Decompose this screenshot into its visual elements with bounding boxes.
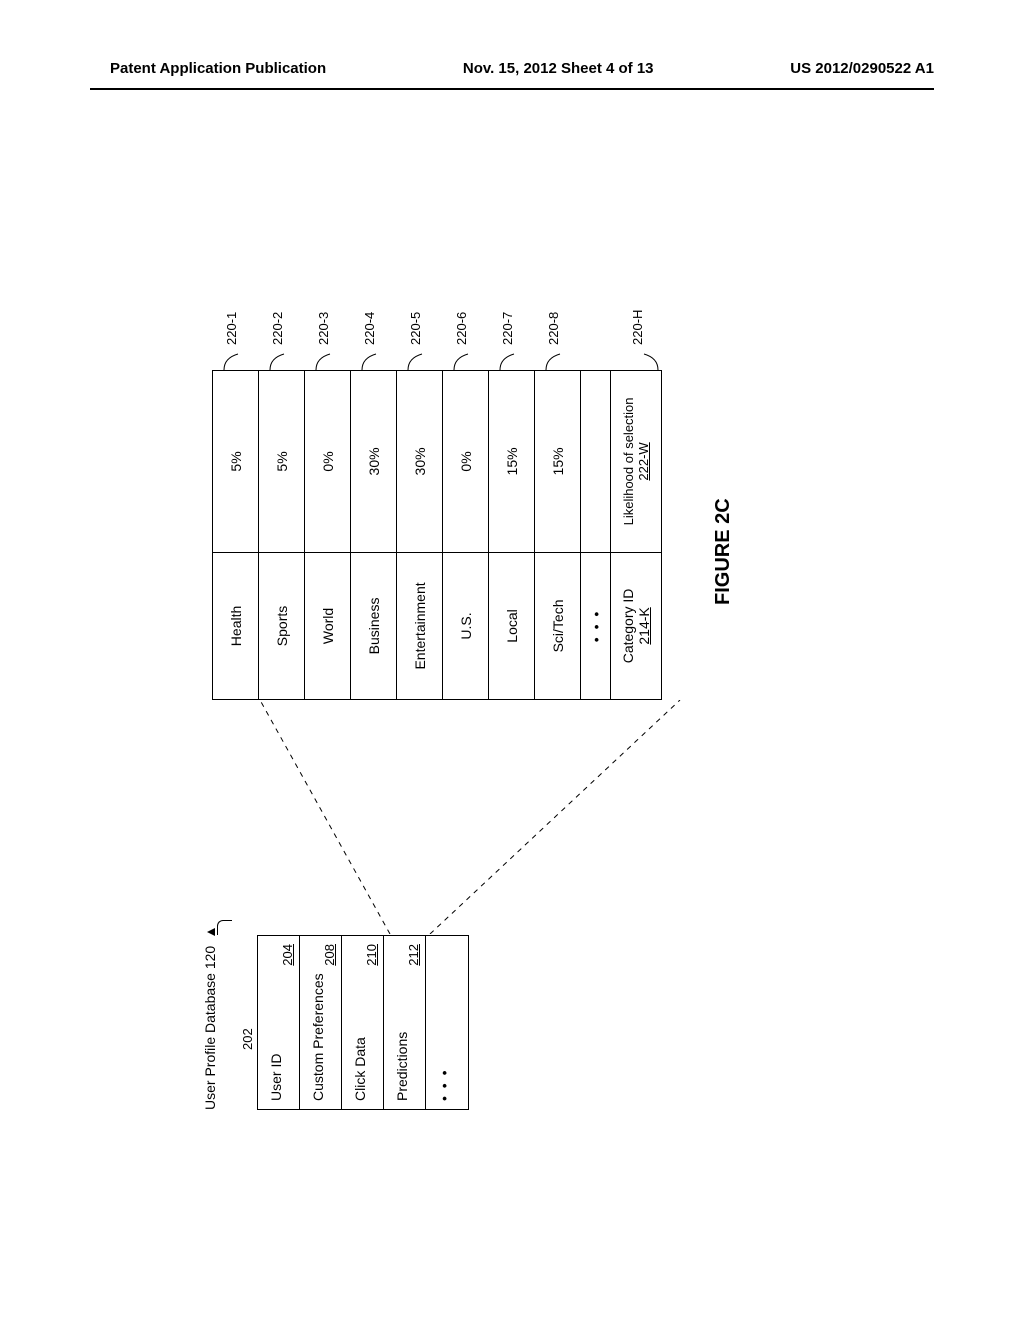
val-cell	[581, 371, 610, 552]
table-row: World0%	[305, 371, 351, 699]
db-title: User Profile Database 120	[202, 946, 218, 1110]
cat-header-label: Category ID	[620, 589, 636, 664]
table-row: Business30%	[351, 371, 397, 699]
left-row-userid: User ID 204	[258, 936, 300, 1109]
table-row: Sports5%	[259, 371, 305, 699]
figure-caption: FIGURE 2C	[712, 498, 735, 605]
row-tag: 220-H	[630, 310, 645, 345]
cat-cell: U.S.	[443, 552, 488, 699]
tick-icon	[314, 348, 326, 370]
cat-header-ref: 214-K	[636, 607, 652, 644]
table-row: Local15%	[489, 371, 535, 699]
tick-icon	[268, 348, 280, 370]
left-label: User ID	[268, 1054, 284, 1101]
left-label: Click Data	[352, 1037, 368, 1101]
val-cell: 0%	[305, 371, 350, 552]
tick-icon	[406, 348, 418, 370]
val-header: Likelihood of selection 222-W	[611, 371, 661, 552]
cat-cell: Entertainment	[397, 552, 442, 699]
dashed-connectors	[260, 700, 690, 934]
tick-icon	[642, 348, 654, 370]
figure-2c: User Profile Database 120 202 User ID 20…	[202, 210, 822, 1110]
val-cell: 15%	[489, 371, 534, 552]
header-center: Nov. 15, 2012 Sheet 4 of 13	[463, 60, 654, 77]
left-box: User ID 204 Custom Preferences 208 Click…	[257, 935, 469, 1110]
table-row: • • •	[581, 371, 611, 699]
ref-num: 208	[322, 944, 337, 966]
header-right: US 2012/0290522 A1	[790, 60, 934, 77]
row-tag: 220-5	[408, 312, 423, 345]
tick-icon	[452, 348, 464, 370]
brace-icon	[207, 913, 229, 935]
left-label: Custom Preferences	[310, 973, 326, 1101]
row-tag: 220-3	[316, 312, 331, 345]
row-tag: 220-7	[500, 312, 515, 345]
cat-cell: Sports	[259, 552, 304, 699]
left-row-click: Click Data 210	[342, 936, 384, 1109]
row-tag: 220-2	[270, 312, 285, 345]
cat-cell: Business	[351, 552, 396, 699]
row-tag: 220-6	[454, 312, 469, 345]
val-cell: 30%	[397, 371, 442, 552]
ref-num: 210	[364, 944, 379, 966]
left-label: • • •	[436, 1069, 452, 1101]
ref-num: 212	[406, 944, 421, 966]
tick-icon	[544, 348, 556, 370]
page-header: Patent Application Publication Nov. 15, …	[0, 60, 1024, 77]
val-header-label: Likelihood of selection	[621, 397, 636, 525]
val-cell: 5%	[213, 371, 258, 552]
cat-cell: • • •	[581, 552, 610, 699]
cat-header: Category ID 214-K	[611, 552, 661, 699]
table-row: Entertainment30%	[397, 371, 443, 699]
table-row: U.S.0%	[443, 371, 489, 699]
right-box: Health5% Sports5% World0% Business30% En…	[212, 370, 662, 700]
row-tag: 220-1	[224, 312, 239, 345]
table-row-header: Category ID 214-K Likelihood of selectio…	[611, 371, 661, 699]
tick-icon	[498, 348, 510, 370]
table-row: Health5%	[213, 371, 259, 699]
ref-num: 204	[280, 944, 295, 966]
left-label: Predictions	[394, 1032, 410, 1101]
left-row-predictions: Predictions 212	[384, 936, 426, 1109]
table-row: Sci/Tech15%	[535, 371, 581, 699]
cat-cell: Health	[213, 552, 258, 699]
val-cell: 5%	[259, 371, 304, 552]
row-tag: 220-4	[362, 312, 377, 345]
tick-icon	[360, 348, 372, 370]
val-cell: 0%	[443, 371, 488, 552]
row-tag: 220-8	[546, 312, 561, 345]
left-row-custom: Custom Preferences 208	[300, 936, 342, 1109]
val-cell: 30%	[351, 371, 396, 552]
header-rule	[90, 88, 934, 90]
figure-wrap: User Profile Database 120 202 User ID 20…	[202, 210, 822, 1110]
tick-icon	[222, 348, 234, 370]
left-row-ellipsis: • • •	[426, 936, 468, 1109]
header-left: Patent Application Publication	[110, 60, 326, 77]
cat-cell: Sci/Tech	[535, 552, 580, 699]
cat-cell: World	[305, 552, 350, 699]
lead-202: 202	[240, 1028, 255, 1050]
val-header-ref: 222-W	[636, 442, 651, 480]
val-cell: 15%	[535, 371, 580, 552]
cat-cell: Local	[489, 552, 534, 699]
